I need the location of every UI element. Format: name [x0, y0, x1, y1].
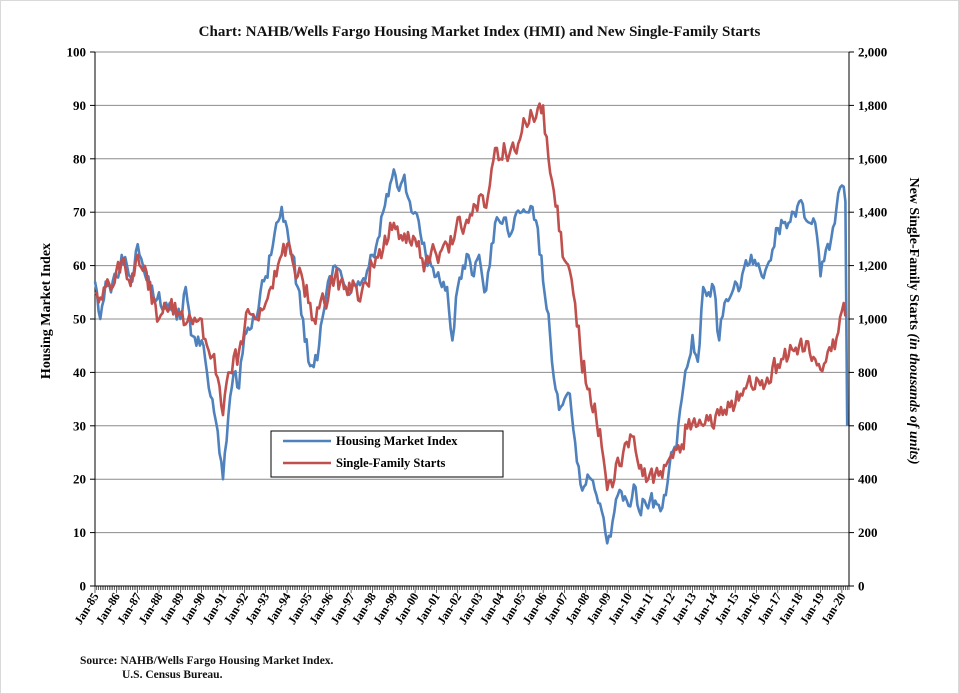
series-line-hmi — [93, 168, 849, 545]
axes — [90, 51, 854, 593]
y2-tick-label: 0 — [858, 579, 865, 594]
y2-tick-label: 1,400 — [858, 205, 887, 220]
legend: Housing Market Index Single-Family Starts — [270, 430, 504, 478]
y2-axis-title: New Single-Family Starts (in thousands o… — [906, 177, 921, 464]
y-axis-title: Housing Market Index — [39, 243, 54, 379]
axis-labels: 0 0 10 200 20 400 30 600 40 800 50 1,000 60 1,200 70 1,… — [39, 45, 921, 627]
source-note: Source: NAHB/Wells Fargo Housing Market … — [80, 654, 333, 682]
chart-title: Chart: NAHB/Wells Fargo Housing Market I… — [198, 24, 761, 40]
y2-axis-title-italic: (in thousands of units) — [906, 333, 921, 464]
y2-tick-label: 1,600 — [858, 151, 887, 166]
series-lines — [93, 102, 849, 545]
legend-label: Housing Market Index — [336, 434, 458, 448]
y2-axis-title-main: New Single-Family Starts — [906, 177, 921, 333]
y-tick-label: 30 — [73, 418, 86, 433]
y-tick-label: 60 — [73, 258, 86, 273]
y-tick-label: 100 — [67, 45, 87, 60]
y-tick-label: 50 — [73, 312, 86, 327]
y2-tick-label: 800 — [858, 365, 878, 380]
legend-box — [270, 430, 504, 478]
source-line-2: U.S. Census Bureau. — [122, 669, 223, 681]
y-tick-label: 70 — [73, 205, 86, 220]
y2-tick-label: 1,800 — [858, 98, 887, 113]
y-tick-label: 40 — [73, 365, 86, 380]
y2-tick-label: 1,200 — [858, 258, 887, 273]
y2-tick-label: 600 — [858, 418, 878, 433]
y-tick-label: 0 — [80, 579, 87, 594]
y-tick-label: 80 — [73, 151, 86, 166]
legend-label: Single-Family Starts — [336, 456, 446, 470]
y2-tick-label: 400 — [858, 472, 878, 487]
source-line-1: Source: NAHB/Wells Fargo Housing Market … — [80, 655, 334, 667]
y2-tick-label: 1,000 — [858, 312, 887, 327]
series-line-starts — [94, 102, 847, 492]
y2-tick-label: 200 — [858, 525, 878, 540]
y-tick-label: 90 — [73, 98, 86, 113]
y2-tick-label: 2,000 — [858, 45, 887, 60]
y-tick-label: 20 — [73, 472, 86, 487]
y-tick-label: 10 — [73, 525, 86, 540]
